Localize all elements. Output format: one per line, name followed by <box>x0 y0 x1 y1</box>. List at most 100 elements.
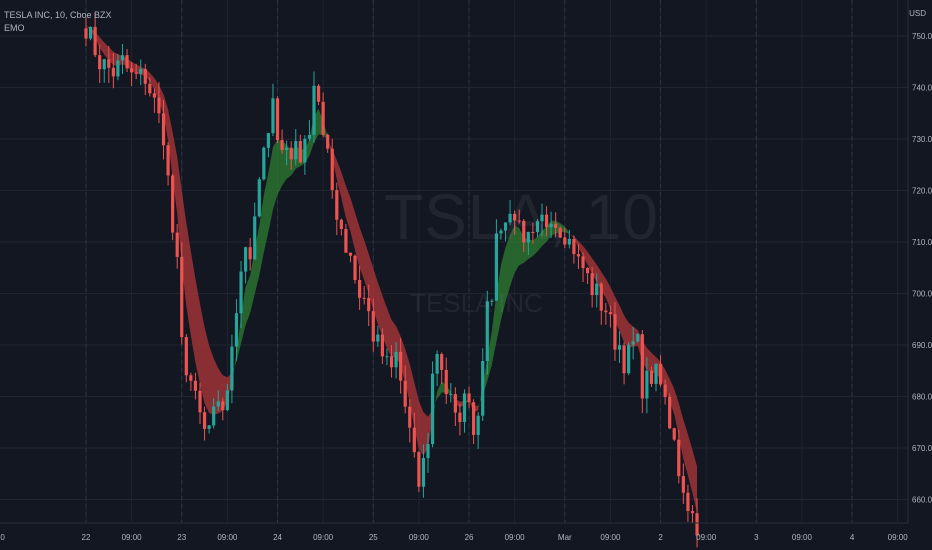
candle-body <box>563 237 567 245</box>
candle-body <box>540 214 544 222</box>
candles <box>84 12 699 548</box>
candle-body <box>449 394 453 396</box>
candle-body <box>503 222 508 231</box>
candle-body <box>440 353 444 370</box>
candle-body <box>221 401 225 411</box>
candle-body <box>453 394 457 413</box>
price-tick-label: 710.00 <box>912 238 932 247</box>
candle-body <box>531 231 535 233</box>
candle-body <box>399 351 403 381</box>
candle-body <box>572 238 576 255</box>
price-tick-label: 700.00 <box>912 290 932 299</box>
candle-body <box>189 375 193 381</box>
session-separators <box>85 0 853 523</box>
candle-body <box>690 511 695 514</box>
time-tick-label: 22 <box>82 533 91 542</box>
candle-body <box>549 223 553 228</box>
time-tick-label: 09:00 <box>696 533 717 542</box>
candle-body <box>348 252 353 256</box>
emo-band-down <box>327 136 433 456</box>
candle-body <box>476 415 480 435</box>
candle-body <box>526 231 530 243</box>
indicator-label[interactable]: EMO <box>4 23 25 33</box>
candle-body <box>143 69 147 84</box>
emo-band <box>86 25 697 513</box>
candle-body <box>339 219 343 229</box>
candle-body <box>636 334 640 342</box>
chart-legend: TESLA INC, 10, Cboe BZX EMO <box>4 9 112 35</box>
candle-body <box>590 273 594 296</box>
candle-body <box>417 452 421 487</box>
candle-body <box>157 97 161 114</box>
candle-body <box>207 425 211 429</box>
candle-body <box>271 98 275 134</box>
candle-body <box>462 393 467 422</box>
time-axis[interactable]: 09:002209:002309:002409:002509:002609:00… <box>0 522 909 542</box>
candle-body <box>257 179 261 217</box>
emo-band-up <box>432 381 451 420</box>
candle-body <box>134 72 138 74</box>
candle-body <box>98 55 102 70</box>
candle-body <box>376 334 380 342</box>
candle-body <box>604 310 608 313</box>
candle-body <box>567 238 571 245</box>
candle-body <box>239 271 243 314</box>
candle-body <box>412 427 416 453</box>
candle-body <box>152 93 156 98</box>
price-tick-label: 660.00 <box>912 496 932 505</box>
price-axis[interactable]: 750.00 740.00 730.00 720.00 710.00 700.00 690.… <box>907 0 932 523</box>
candle-body <box>668 397 672 429</box>
candle-body <box>645 370 649 399</box>
candle-body <box>330 148 334 191</box>
price-tick-label: 670.00 <box>912 444 932 453</box>
candle-body <box>120 55 125 61</box>
candle-body <box>435 353 439 374</box>
candle-body <box>198 390 202 413</box>
candle-body <box>111 67 115 77</box>
emo-band-up <box>478 220 570 411</box>
candle-body <box>303 138 307 163</box>
candle-body <box>88 26 93 39</box>
candle-body <box>494 233 498 301</box>
candle-body <box>212 406 216 426</box>
candle-body <box>613 314 617 350</box>
currency-label: USD <box>909 9 926 18</box>
time-tick-label: 09:00 <box>888 533 909 542</box>
candle-body <box>663 384 667 398</box>
candle-body <box>599 283 603 311</box>
candle-body <box>640 334 644 399</box>
emo-band-up <box>231 108 328 383</box>
candle-body <box>544 214 549 228</box>
time-tick-label: 2 <box>658 533 663 542</box>
candle-body <box>535 221 540 233</box>
emo-band-down <box>86 25 232 415</box>
candle-body <box>130 68 134 73</box>
candle-body <box>576 254 581 257</box>
candle-body <box>617 345 622 350</box>
candle-body <box>193 380 198 391</box>
candle-body <box>353 255 357 281</box>
candle-body <box>672 428 676 440</box>
time-tick-label: 09:00 <box>600 533 621 542</box>
candle-body <box>344 228 348 253</box>
candle-body <box>380 334 384 357</box>
candle-body <box>403 380 407 407</box>
symbol-title[interactable]: TESLA INC, 10, Cboe BZX <box>4 10 112 20</box>
candle-body <box>686 492 690 512</box>
emo-band-down <box>450 391 465 408</box>
candle-body <box>499 230 503 234</box>
candle-body <box>312 85 316 136</box>
candle-body <box>558 227 562 238</box>
candle-body <box>148 83 152 94</box>
time-tick-label: 09:00 <box>409 533 430 542</box>
candle-body <box>490 300 494 302</box>
candle-body <box>244 247 248 272</box>
candle-body <box>166 145 170 176</box>
candle-body <box>595 283 599 296</box>
candle-body <box>175 232 179 257</box>
candle-body <box>225 390 229 411</box>
time-tick-label: 24 <box>273 533 282 542</box>
price-tick-label: 690.00 <box>912 341 932 350</box>
candle-body <box>84 28 88 39</box>
